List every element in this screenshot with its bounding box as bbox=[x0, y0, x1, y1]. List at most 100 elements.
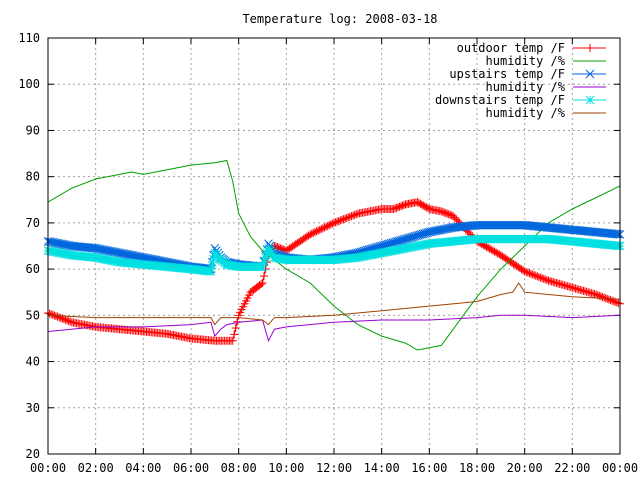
series-1-point bbox=[306, 230, 315, 239]
series-1-point bbox=[331, 218, 340, 227]
series-1-point bbox=[504, 256, 513, 265]
chart-title: Temperature log: 2008-03-18 bbox=[242, 12, 437, 26]
series-1-point bbox=[344, 213, 353, 222]
y-tick-label: 20 bbox=[26, 447, 40, 461]
y-tick-label: 90 bbox=[26, 123, 40, 137]
series-1-point bbox=[493, 249, 502, 258]
series-1-point bbox=[465, 228, 474, 237]
series-1-point bbox=[531, 271, 540, 280]
series-3-point bbox=[614, 229, 623, 239]
series-3-point bbox=[393, 237, 402, 246]
x-tick-label: 18:00 bbox=[459, 461, 495, 475]
series-5 bbox=[43, 234, 625, 276]
series-1-point bbox=[523, 268, 532, 277]
series-1-point bbox=[449, 211, 458, 220]
series-1-point bbox=[511, 260, 520, 269]
series-1-point bbox=[309, 228, 318, 237]
series-1-point bbox=[302, 232, 311, 241]
series-1-point bbox=[325, 221, 334, 230]
series-1-point bbox=[298, 235, 307, 244]
legend-point bbox=[585, 69, 595, 79]
series-1-point bbox=[503, 255, 512, 264]
series-1-point bbox=[283, 245, 292, 254]
series-1-point bbox=[492, 248, 501, 257]
x-axis-tick-labels: 00:00 02:00 04:00 06:00 08:00 10:00 12:00 14:00… bbox=[30, 461, 638, 475]
series-1-point bbox=[293, 239, 302, 248]
series-1-point bbox=[490, 247, 499, 256]
series-1-point bbox=[538, 274, 547, 283]
series-1-point bbox=[230, 330, 239, 339]
series-1-point bbox=[509, 259, 518, 268]
series-3-point bbox=[413, 231, 423, 240]
series-3-point bbox=[417, 230, 426, 239]
series-1-point bbox=[295, 237, 304, 246]
series-1-point bbox=[48, 310, 57, 319]
series-1-point bbox=[259, 272, 268, 281]
series-1-point bbox=[291, 240, 300, 249]
series-1-point bbox=[515, 264, 524, 273]
series-1-point bbox=[536, 273, 545, 282]
series-3-point bbox=[264, 239, 273, 249]
series-3-point bbox=[405, 233, 415, 243]
series-1-point bbox=[312, 227, 321, 236]
series-3-point bbox=[397, 235, 407, 245]
legend-point bbox=[585, 95, 595, 105]
series-1-point bbox=[285, 244, 294, 253]
series-1-point bbox=[290, 241, 299, 250]
series-1-point bbox=[520, 267, 529, 276]
series-1-point bbox=[301, 233, 310, 242]
series-layer bbox=[43, 159, 625, 351]
x-tick-label: 06:00 bbox=[173, 461, 209, 475]
series-1-point bbox=[320, 223, 329, 232]
series-1-point bbox=[349, 211, 358, 220]
series-1-point bbox=[450, 213, 459, 222]
series-1-point bbox=[317, 225, 326, 234]
series-1-point bbox=[287, 243, 296, 252]
series-1-point bbox=[606, 296, 615, 305]
series-1-point bbox=[336, 216, 345, 225]
legend-label: humidity /% bbox=[486, 106, 566, 120]
series-1-point bbox=[506, 257, 515, 266]
series-1-point bbox=[326, 220, 335, 229]
series-3-point bbox=[418, 229, 428, 239]
series-1-point bbox=[604, 295, 613, 304]
series-1-point bbox=[330, 218, 338, 227]
series-1-point bbox=[288, 242, 297, 251]
series-1-point bbox=[314, 226, 323, 235]
series-1-point bbox=[350, 210, 359, 219]
x-tick-label: 10:00 bbox=[268, 461, 304, 475]
legend-label: outdoor temp /F bbox=[457, 41, 565, 55]
legend-point bbox=[586, 44, 594, 52]
series-1-point bbox=[528, 270, 537, 279]
plot-frame bbox=[47, 37, 621, 455]
series-1-point bbox=[495, 250, 504, 259]
series-3-point bbox=[372, 243, 382, 252]
series-1-point bbox=[299, 234, 308, 243]
series-1-point bbox=[608, 296, 617, 305]
series-1-point bbox=[45, 309, 54, 318]
x-tick-label: 14:00 bbox=[364, 461, 400, 475]
series-3-point bbox=[396, 236, 406, 245]
series-1-point bbox=[488, 246, 497, 255]
x-tick-label: 12:00 bbox=[316, 461, 352, 475]
y-tick-label: 30 bbox=[26, 401, 40, 415]
series-3-point bbox=[407, 232, 417, 242]
series-1-point bbox=[53, 312, 62, 321]
series-3-point bbox=[412, 231, 421, 241]
y-tick-label: 50 bbox=[26, 308, 40, 322]
y-tick-label: 60 bbox=[26, 262, 40, 276]
series-1-point bbox=[527, 269, 536, 278]
series-1-point bbox=[257, 280, 266, 289]
series-1-point bbox=[345, 212, 354, 221]
series-1-point bbox=[258, 278, 267, 287]
x-tick-label: 16:00 bbox=[411, 461, 447, 475]
series-1-point bbox=[522, 268, 531, 277]
series-1-point bbox=[334, 217, 343, 226]
series-1-point bbox=[614, 299, 623, 308]
series-3-point bbox=[420, 229, 429, 238]
series-5-point bbox=[207, 260, 217, 270]
series-3-point bbox=[399, 235, 409, 244]
series-1-point bbox=[352, 210, 361, 219]
series-1-point bbox=[318, 224, 327, 233]
